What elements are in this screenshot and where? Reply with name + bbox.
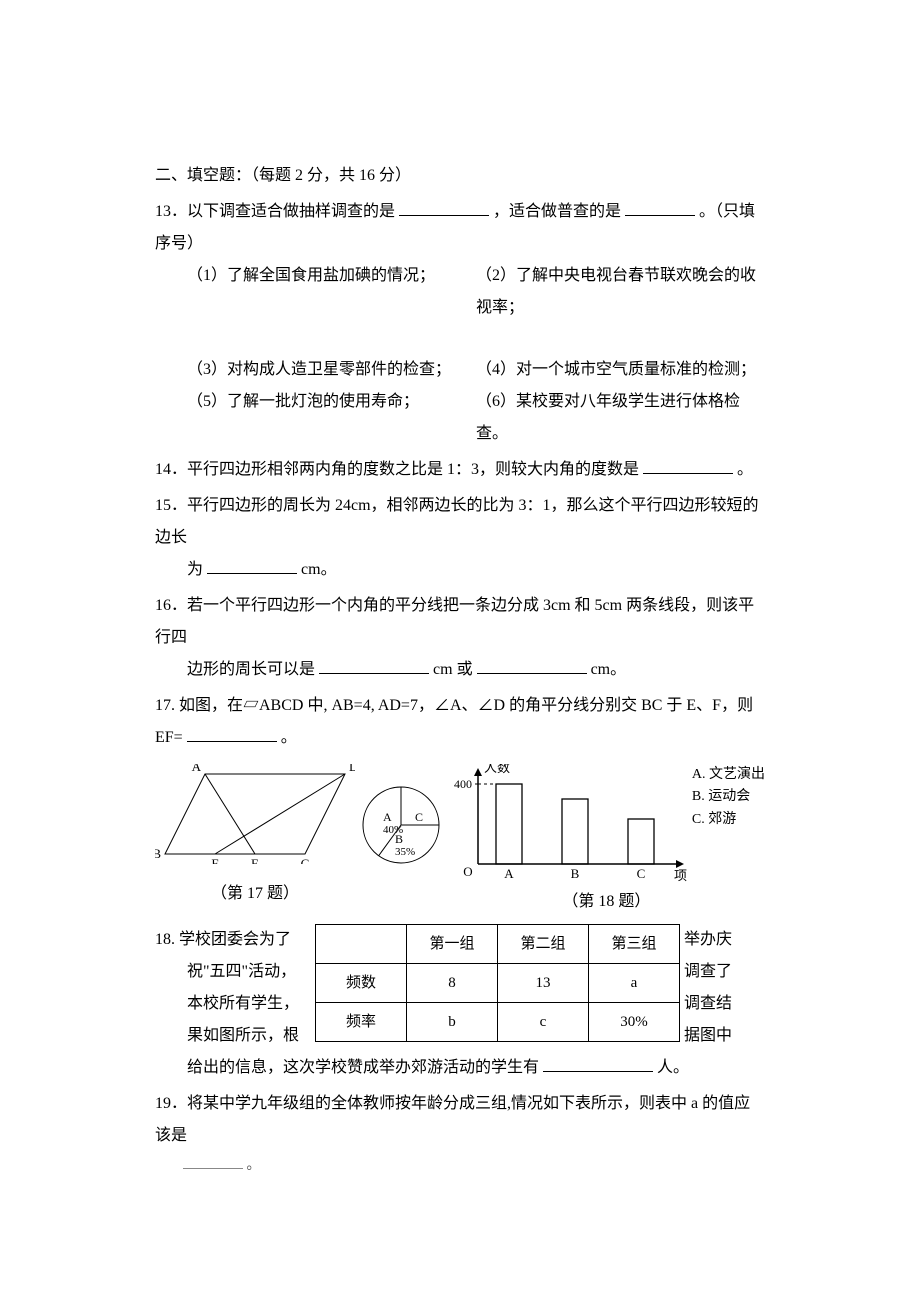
legend-b: B. 运动会 [692, 786, 765, 808]
figure-pie: A40%B35%C [356, 780, 446, 882]
legend-c: C. 郊游 [692, 809, 765, 831]
svg-text:35%: 35% [395, 846, 415, 858]
q18-left-0: 18. 学校团委会为了 [155, 924, 315, 956]
q16-blank-1[interactable] [319, 657, 429, 674]
q14-stem-a: 14．平行四边形相邻两内角的度数之比是 1：3，则较大内角的度数是 [155, 461, 639, 478]
q18-right-0: 举办庆 [684, 924, 742, 956]
parallelogram-svg: A D B C F E [155, 764, 355, 864]
th-1: 第一组 [407, 925, 498, 964]
q13-opt-3: （3）对构成人造卫星零部件的检查； [187, 354, 476, 386]
q18-left-2: 本校所有学生， [155, 988, 315, 1020]
question-13: 13．以下调查适合做抽样调查的是 ，适合做普查的是 。（只填序号） （1）了解全… [155, 196, 765, 450]
question-14: 14．平行四边形相邻两内角的度数之比是 1：3，则较大内角的度数是 。 [155, 454, 765, 486]
q17-blank[interactable] [187, 725, 277, 742]
q18-right-col: 举办庆 调查了 调查结 据图中 [680, 924, 742, 1052]
figure-17-caption: （第 17 题） [155, 878, 355, 910]
figure-18: 人数 400 A B C O 项目 A. 文艺演出 B. 运动会 C. 郊游 （第 18 题… [448, 764, 765, 918]
r1c3: a [589, 964, 680, 1003]
q13-opt-4: （4）对一个城市空气质量标准的检测； [476, 354, 765, 386]
q18-left-col: 18. 学校团委会为了 祝"五四"活动， 本校所有学生， 果如图所示，根 [155, 924, 315, 1052]
q17-line2-a: EF= [155, 729, 183, 746]
q16-line2-b: cm 或 [433, 661, 473, 678]
svg-text:D: D [349, 764, 355, 774]
q15-blank[interactable] [207, 557, 297, 574]
q15-line1: 15．平行四边形的周长为 24cm，相邻两边长的比为 3：1，那么这个平行四边形… [155, 490, 765, 554]
r1c2: 13 [498, 964, 589, 1003]
q13-blank-1[interactable] [399, 199, 489, 216]
bar-legend: A. 文艺演出 B. 运动会 C. 郊游 [692, 764, 765, 831]
q15-line2-b: cm。 [301, 561, 337, 578]
pie-svg: A40%B35%C [356, 780, 446, 870]
q13-opt-2: （2）了解中央电视台春节联欢晚会的收视率； [476, 260, 765, 324]
svg-text:人数: 人数 [484, 764, 510, 775]
th-2: 第二组 [498, 925, 589, 964]
q18-right-1: 调查了 [684, 956, 742, 988]
svg-text:B: B [395, 832, 403, 846]
r2c3: 30% [589, 1003, 680, 1042]
q19-stem: 19．将某中学九年级组的全体教师按年龄分成三组,情况如下表所示，则表中 a 的值… [155, 1088, 765, 1152]
svg-text:O: O [463, 864, 472, 879]
q17-line2-b: 。 [281, 729, 297, 746]
figure-18-caption: （第 18 题） [448, 886, 765, 918]
r1c1: 8 [407, 964, 498, 1003]
svg-text:E: E [251, 856, 259, 864]
q16-blank-2[interactable] [477, 657, 587, 674]
q13-opt-5: （5）了解一批灯泡的使用寿命； [187, 386, 476, 450]
q13-blank-2[interactable] [625, 199, 695, 216]
th-blank [316, 925, 407, 964]
q16-line2-c: cm。 [591, 661, 627, 678]
q18-right-3: 据图中 [684, 1020, 742, 1052]
table-row: 频率 b c 30% [316, 1003, 680, 1042]
q18-blank[interactable] [543, 1055, 653, 1072]
question-16: 16．若一个平行四边形一个内角的平分线把一条边分成 3cm 和 5cm 两条线段… [155, 590, 765, 686]
question-18: 18. 学校团委会为了 祝"五四"活动， 本校所有学生， 果如图所示，根 第一组… [155, 924, 765, 1084]
q18-left-1: 祝"五四"活动， [155, 956, 315, 988]
q18-table: 第一组 第二组 第三组 频数 8 13 a 频率 b c 30% [315, 924, 680, 1042]
question-19: 19．将某中学九年级组的全体教师按年龄分成三组,情况如下表所示，则表中 a 的值… [155, 1088, 765, 1180]
r2c0: 频率 [316, 1003, 407, 1042]
svg-text:F: F [211, 856, 218, 864]
svg-text:B: B [571, 866, 580, 881]
svg-text:B: B [155, 846, 161, 861]
table-row: 频数 8 13 a [316, 964, 680, 1003]
svg-text:C: C [637, 866, 646, 881]
svg-text:C: C [415, 810, 423, 824]
th-3: 第三组 [589, 925, 680, 964]
q17-stem: 17. 如图，在▱ABCD 中, AB=4, AD=7，∠A、∠D 的角平分线分… [155, 690, 765, 722]
q19-blank[interactable] [183, 1155, 243, 1169]
svg-text:C: C [301, 856, 310, 864]
q16-line1: 16．若一个平行四边形一个内角的平分线把一条边分成 3cm 和 5cm 两条线段… [155, 590, 765, 654]
q13-opt-1: （1）了解全国食用盐加碘的情况； [187, 260, 476, 324]
svg-text:项目: 项目 [674, 868, 688, 883]
q13-stem-b: ，适合做普查的是 [493, 203, 621, 220]
r2c2: c [498, 1003, 589, 1042]
section-title-text: 二、填空题：（每题 2 分，共 16 分） [155, 167, 411, 184]
r2c1: b [407, 1003, 498, 1042]
q16-line2-a: 边形的周长可以是 [187, 661, 315, 678]
r1c0: 频数 [316, 964, 407, 1003]
question-15: 15．平行四边形的周长为 24cm，相邻两边长的比为 3：1，那么这个平行四边形… [155, 490, 765, 586]
svg-text:400: 400 [454, 777, 472, 791]
q13-opt-6: （6）某校要对八年级学生进行体格检查。 [476, 386, 765, 450]
bar-svg: 人数 400 A B C O 项目 [448, 764, 688, 884]
q18-lastline-a: 给出的信息，这次学校赞成举办郊游活动的学生有 [187, 1059, 539, 1076]
legend-a: A. 文艺演出 [692, 764, 765, 786]
table-row: 第一组 第二组 第三组 [316, 925, 680, 964]
svg-text:A: A [504, 866, 514, 881]
svg-text:A: A [383, 810, 392, 824]
q14-blank[interactable] [643, 457, 733, 474]
question-17: 17. 如图，在▱ABCD 中, AB=4, AD=7，∠A、∠D 的角平分线分… [155, 690, 765, 754]
q18-left-3: 果如图所示，根 [155, 1020, 315, 1052]
q13-stem-a: 13．以下调查适合做抽样调查的是 [155, 203, 395, 220]
section-title: 二、填空题：（每题 2 分，共 16 分） [155, 160, 765, 192]
q19-end: 。 [247, 1158, 261, 1173]
q18-lastline-b: 人。 [657, 1059, 689, 1076]
q14-stem-b: 。 [737, 461, 753, 478]
svg-text:A: A [192, 764, 202, 774]
q15-line2-a: 为 [187, 561, 203, 578]
figure-17: A D B C F E （第 17 题） [155, 764, 355, 910]
figures-row: ADBCFE （第 17 题） A40%B35%C 人数400ABCO项目 A.… [155, 764, 765, 918]
q18-right-2: 调查结 [684, 988, 742, 1020]
